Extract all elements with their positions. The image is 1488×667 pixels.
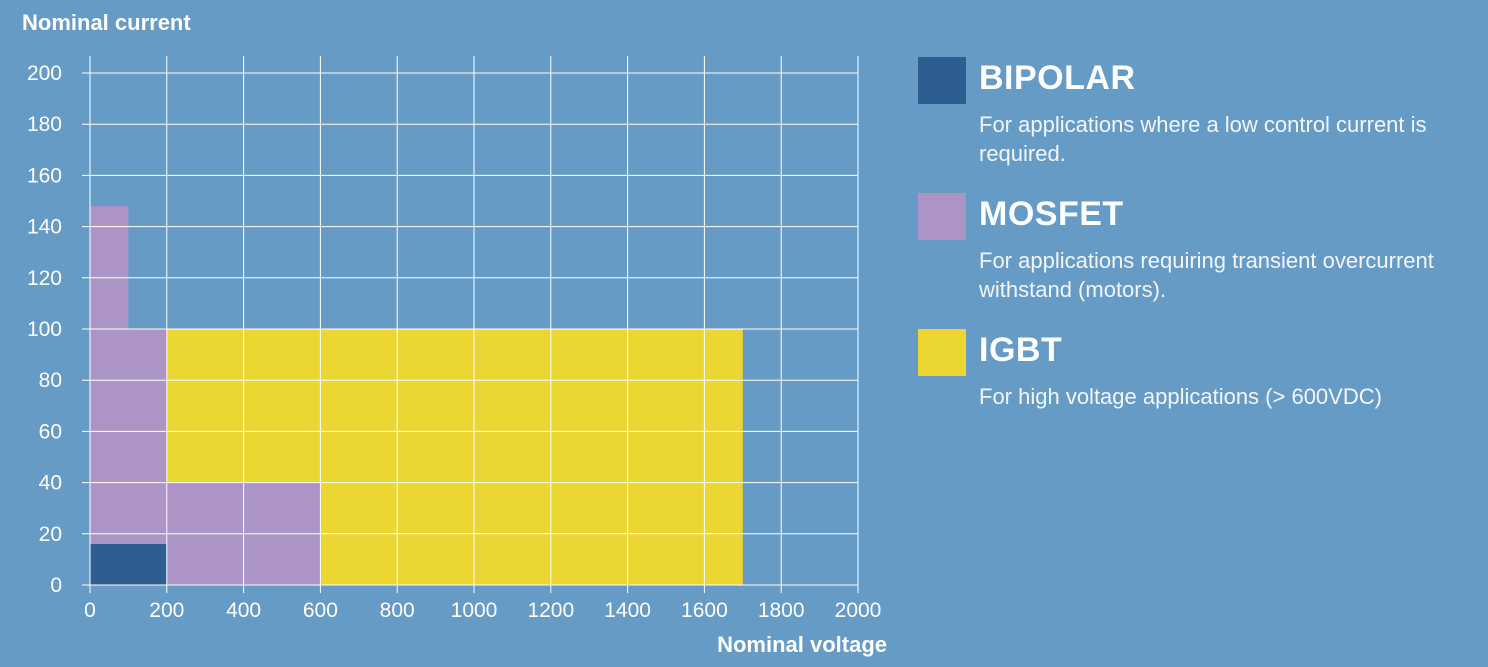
chart-area: Nominal current 0 200 400 600 800 1000 1200 140… [22,10,887,657]
x-tick-label: 1400 [604,599,651,622]
x-tick-label: 400 [226,599,261,622]
legend-item-igbt: IGBT For high voltage applications (> 60… [918,328,1458,411]
region-mosfet [90,206,321,585]
y-tick-label: 0 [50,574,62,597]
x-tick-label: 1200 [527,599,574,622]
legend-swatch-igbt [918,329,966,376]
y-tick-label: 200 [27,62,62,85]
x-tick-label: 0 [84,599,96,622]
y-tick-label: 80 [39,369,62,392]
x-tick-label: 2000 [835,599,882,622]
x-tick-label: 1600 [681,599,728,622]
legend-name-igbt: IGBT [979,331,1063,369]
y-tick-label: 100 [27,318,62,341]
legend-item-bipolar: BIPOLAR For applications where a low con… [918,56,1458,168]
y-tick-label: 180 [27,113,62,136]
legend-description-igbt: For high voltage applications (> 600VDC) [979,384,1382,409]
y-tick-label: 40 [39,472,62,495]
x-tick-label: 600 [303,599,338,622]
region-bipolar [90,544,167,585]
y-tick-label: 140 [27,216,62,239]
y-tick-label: 20 [39,523,62,546]
x-tick-label: 800 [380,599,415,622]
x-axis-title: Nominal voltage [717,632,887,657]
legend-description-mosfet: For applications requiring transient ove… [979,248,1434,302]
legend-name-mosfet: MOSFET [979,195,1124,233]
x-tick-label: 1000 [451,599,498,622]
chart-plot: 0 200 400 600 800 1000 1200 1400 1600 1800 2000 0 20… [27,56,882,622]
x-tick-label: 1800 [758,599,805,622]
y-tick-label: 60 [39,420,62,443]
y-tick-label: 160 [27,164,62,187]
legend-item-mosfet: MOSFET For applications requiring transi… [918,192,1458,304]
legend: BIPOLAR For applications where a low con… [918,56,1458,411]
x-tick-label: 200 [149,599,184,622]
y-tick-label: 120 [27,267,62,290]
legend-description-bipolar: For applications where a low control cur… [979,112,1427,166]
legend-swatch-bipolar [918,57,966,104]
legend-name-bipolar: BIPOLAR [979,59,1136,97]
y-axis-title: Nominal current [22,10,191,35]
legend-swatch-mosfet [918,193,966,240]
